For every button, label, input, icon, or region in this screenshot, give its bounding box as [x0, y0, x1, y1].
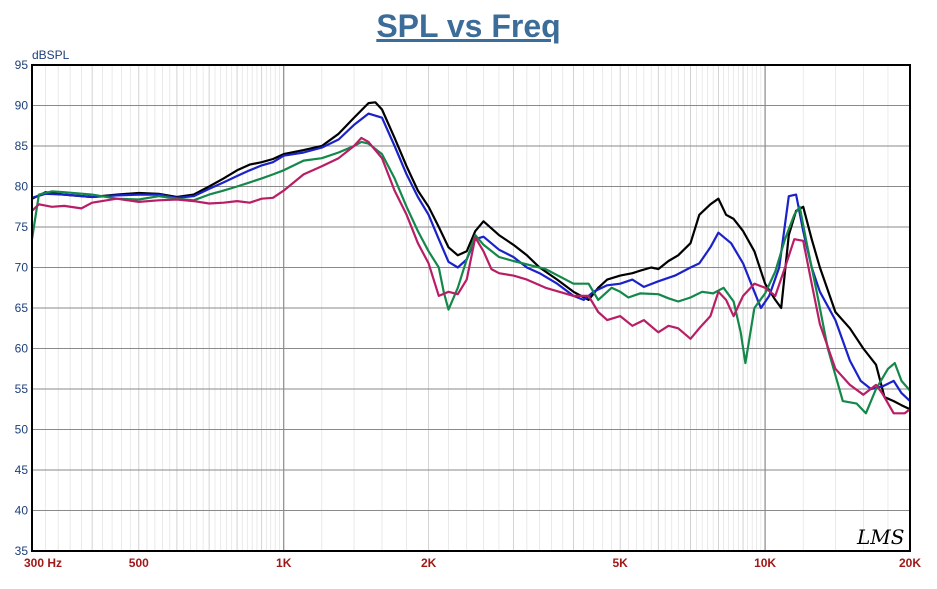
x-tick-label: 300 Hz — [24, 556, 62, 570]
y-tick-label: 95 — [15, 58, 29, 72]
y-tick-label: 40 — [15, 504, 29, 518]
x-tick-label: 500 — [129, 556, 149, 570]
series-layer — [30, 101, 911, 415]
y-tick-label: 60 — [15, 342, 29, 356]
y-tick-label: 90 — [15, 99, 29, 113]
y-tick-label: 50 — [15, 423, 29, 437]
y-tick-label: 35 — [15, 544, 29, 558]
lms-logo: LMS — [856, 525, 904, 549]
series-line-4 — [31, 136, 911, 415]
y-tick-label: 70 — [15, 261, 29, 275]
plot-frame — [31, 64, 911, 552]
y-tick-label: 65 — [15, 301, 29, 315]
series-line-3 — [30, 140, 911, 415]
x-tick-label: 10K — [754, 556, 776, 570]
chart-title: SPL vs Freq — [376, 8, 561, 44]
y-unit-label: dBSPL — [32, 48, 70, 62]
x-tick-label: 5K — [613, 556, 629, 570]
y-tick-label: 75 — [15, 220, 29, 234]
x-tick-label: 20K — [899, 556, 921, 570]
y-tick-label: 45 — [15, 463, 29, 477]
y-tick-label: 85 — [15, 139, 29, 153]
series-line-2 — [31, 112, 911, 402]
x-tick-label: 2K — [421, 556, 437, 570]
y-tick-label: 55 — [15, 382, 29, 396]
y-tick-label: 80 — [15, 180, 29, 194]
grid-layer — [31, 64, 911, 552]
x-tick-label: 1K — [276, 556, 292, 570]
